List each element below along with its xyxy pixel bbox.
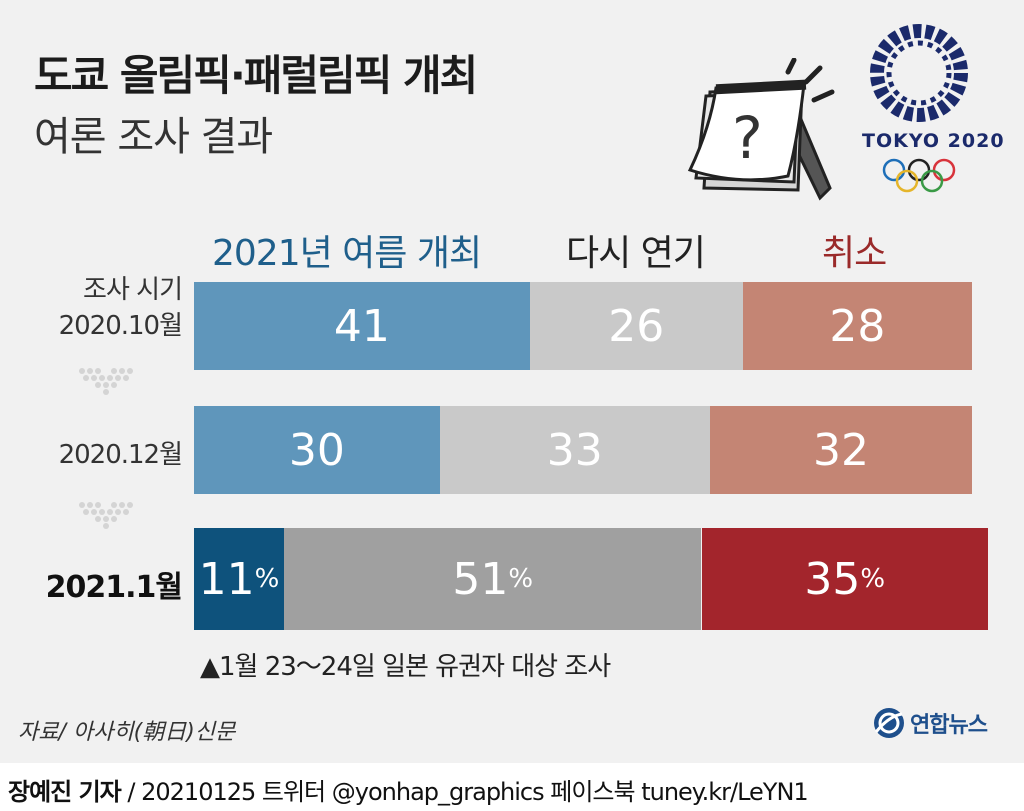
calendar-question-icon: ? [687, 58, 835, 201]
bar-value-label: 41 [333, 300, 390, 352]
percent-sign: % [254, 564, 280, 594]
bar-segment-summer-1: 41 [194, 282, 530, 370]
yonhap-logo-icon [874, 708, 904, 738]
bar-value-label: 26 [608, 300, 665, 352]
bar-value-label: 11 [198, 553, 255, 605]
row-label-2020-10: 조사 시기 2020.10월 [10, 272, 183, 344]
bar-segment-delay-3: 51% [284, 528, 702, 630]
yonhap-logo: 연합뉴스 [872, 706, 988, 740]
tokyo2020-emblem-icon [870, 24, 968, 122]
bar-segment-summer-2: 30 [194, 406, 440, 494]
legend-cancel: 취소 [822, 233, 887, 274]
bar-value-label: 28 [829, 300, 886, 352]
percent-sign: % [860, 564, 886, 594]
page-title: 도쿄 올림픽·패럴림픽 개최 [34, 51, 478, 100]
row-label-2021-1: 2021.1월 [45, 570, 183, 605]
bar-segment-summer-3: 11% [194, 528, 285, 630]
survey-note: ▲1월 23～24일 일본 유권자 대상 조사 [200, 652, 611, 682]
tokyo2020-text: TOKYO 2020 [862, 130, 1005, 152]
bar-segment-cancel-3: 35% [701, 528, 988, 630]
bar-value-label: 33 [546, 424, 603, 476]
row-label-2020-12: 2020.12월 [58, 440, 183, 470]
olympic-rings-icon [882, 158, 956, 193]
bar-value-label: 51 [452, 553, 509, 605]
bar-segment-delay-1: 26 [529, 282, 743, 370]
bar-segment-cancel-1: 28 [742, 282, 972, 370]
bar-value-label: 35 [804, 553, 861, 605]
row-label-line: 2020.10월 [58, 311, 183, 341]
bar-value-label: 32 [812, 424, 869, 476]
legend-summer: 2021년 여름 개최 [212, 233, 482, 274]
percent-sign: % [508, 564, 534, 594]
bar-segment-delay-2: 33 [439, 406, 710, 494]
row-label-line: 조사 시기 [83, 275, 183, 305]
bar-value-label: 30 [288, 424, 345, 476]
infographic-panel [0, 0, 1024, 763]
page-subtitle: 여론 조사 결과 [34, 114, 273, 160]
source-credit: 자료/ 아사히(朝日)신문 [18, 720, 236, 745]
down-arrow-dots-icon [79, 368, 133, 395]
reporter-name: 장예진 기자 [8, 778, 122, 806]
yonhap-logo-text: 연합뉴스 [910, 713, 988, 738]
footer-credit: 장예진 기자 / 20210125 트위터 @yonhap_graphics 페… [8, 772, 809, 807]
footer-links: / 20210125 트위터 @yonhap_graphics 페이스북 tun… [120, 778, 808, 806]
legend-delay: 다시 연기 [566, 233, 706, 274]
down-arrow-dots-icon [79, 502, 133, 529]
svg-text:?: ? [732, 104, 763, 172]
bar-segment-cancel-2: 32 [709, 406, 972, 494]
